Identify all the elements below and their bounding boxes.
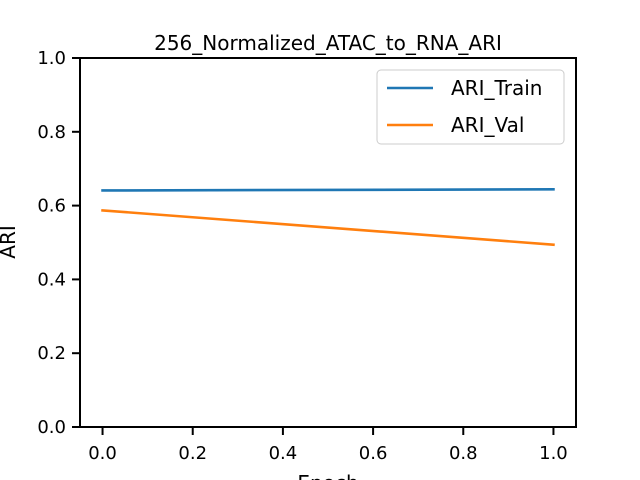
legend-label: ARI_Train bbox=[451, 76, 542, 100]
x-axis-label: Epoch bbox=[297, 471, 358, 480]
x-tick-label: 0.4 bbox=[269, 443, 298, 464]
x-tick-label: 0.8 bbox=[449, 443, 478, 464]
y-tick-label: 1.0 bbox=[37, 48, 66, 69]
x-tick-label: 0.0 bbox=[88, 443, 117, 464]
y-tick-label: 0.4 bbox=[37, 269, 66, 290]
x-tick-label: 0.6 bbox=[359, 443, 388, 464]
y-axis: 0.0 0.2 0.4 0.6 0.8 1.0 bbox=[37, 48, 80, 438]
y-tick-label: 0.6 bbox=[37, 196, 66, 217]
plot-frame bbox=[79, 57, 577, 428]
y-tick-label: 0.2 bbox=[37, 343, 66, 364]
y-axis-label: ARI bbox=[0, 225, 20, 258]
x-tick-label: 0.2 bbox=[178, 443, 207, 464]
y-tick-label: 0.0 bbox=[37, 417, 66, 438]
series-line-ari-val bbox=[101, 209, 555, 247]
series-line-ari-train bbox=[101, 188, 555, 192]
x-tick-label: 1.0 bbox=[539, 443, 568, 464]
chart-title: 256_Normalized_ATAC_to_RNA_ARI bbox=[154, 31, 502, 55]
y-tick-label: 0.8 bbox=[37, 122, 66, 143]
series-layer bbox=[101, 188, 555, 247]
legend-label: ARI_Val bbox=[451, 113, 524, 137]
legend: ARI_Train ARI_Val bbox=[376, 69, 565, 145]
x-axis: 0.0 0.2 0.4 0.6 0.8 1.0 bbox=[88, 427, 568, 464]
